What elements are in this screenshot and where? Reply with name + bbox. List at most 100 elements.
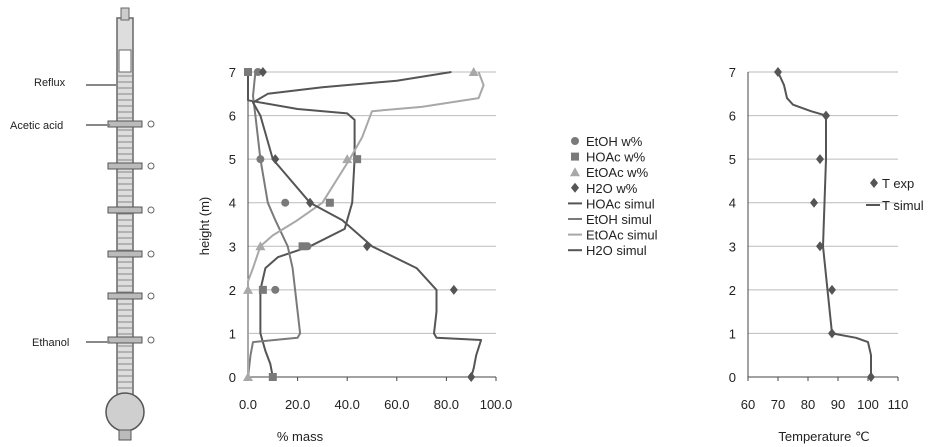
- reboiler-flask: [105, 392, 145, 432]
- legend-marker: [870, 178, 878, 188]
- data-point-etoh-w: [253, 68, 262, 76]
- composition-y-axis-label: height (m): [197, 197, 212, 256]
- data-point-h2o-w: [363, 241, 372, 252]
- temperature-x-tick-label: 70: [771, 397, 785, 412]
- sample-port: [147, 120, 155, 128]
- temperature-legend: T exp T simul: [866, 176, 924, 213]
- legend-entry: HOAc simul: [586, 196, 655, 211]
- composition-y-tick-label: 1: [229, 326, 236, 341]
- series-line-etoh-simul: [247, 71, 302, 378]
- reboiler-outlet: [118, 429, 132, 441]
- composition-y-tick-label: 4: [229, 196, 236, 211]
- composition-x-tick-label: 80.0: [434, 397, 459, 412]
- data-point-h2o-w: [271, 154, 280, 165]
- column-flange: [107, 206, 143, 214]
- reflux-head: [118, 49, 132, 73]
- data-point-h2o-w: [467, 372, 476, 382]
- data-point-etoh-w: [271, 285, 280, 294]
- data-point-hoac-w: [268, 373, 277, 381]
- temperature-y-ticks: 0 1 2 3 4 5 6 7: [729, 65, 736, 385]
- legend-marker: [570, 167, 580, 177]
- data-point-t-exp: [816, 154, 824, 165]
- data-point-h2o-w: [258, 67, 267, 77]
- temperature-y-tick-label: 1: [729, 326, 736, 341]
- data-point-t-exp: [828, 284, 836, 295]
- composition-measured-points: [243, 67, 479, 382]
- temperature-y-tick-label: 4: [729, 196, 736, 211]
- temperature-x-tick-label: 100: [857, 397, 879, 412]
- column-drawing: [86, 7, 155, 441]
- temperature-x-tick-label: 110: [888, 397, 909, 412]
- distillation-column-illustration: Reflux Acetic acid Ethanol: [10, 7, 155, 441]
- series-line-etoac-simul: [247, 71, 485, 377]
- legend-entry: H2O simul: [586, 243, 647, 258]
- composition-x-axis-label: % mass: [277, 429, 324, 444]
- temperature-y-tick-label: 0: [729, 370, 736, 385]
- legend-entry: H2O w%: [586, 181, 638, 196]
- legend-marker: [571, 137, 579, 145]
- column-flange: [107, 336, 143, 344]
- temperature-y-tick-label: 6: [729, 109, 736, 124]
- data-point-etoac-w: [342, 154, 353, 164]
- temperature-y-tick-label: 3: [729, 239, 736, 254]
- acetic-acid-label: Acetic acid: [10, 120, 63, 132]
- data-point-h2o-w: [306, 197, 314, 208]
- temperature-x-tick-label: 90: [831, 397, 845, 412]
- temperature-y-tick-label: 2: [729, 283, 736, 298]
- ethanol-label: Ethanol: [32, 337, 69, 349]
- composition-y-tick-label: 6: [229, 109, 236, 124]
- data-point-etoh-w: [281, 198, 290, 207]
- data-point-hoac-w: [258, 285, 267, 294]
- composition-y-ticks: 0 1 2 3 4 5 6 7: [229, 65, 236, 385]
- composition-x-tick-label: 100.0: [480, 397, 513, 412]
- temperature-y-tick-label: 5: [729, 152, 736, 167]
- column-flange: [107, 162, 143, 170]
- data-point-etoac-w: [468, 67, 479, 76]
- composition-x-tick-label: 0.0: [239, 397, 257, 412]
- series-line-h2o-simul: [252, 71, 483, 378]
- legend-entry: EtOH simul: [586, 212, 652, 227]
- sample-port: [147, 206, 155, 214]
- legend-entry: HOAc w%: [586, 150, 646, 165]
- column-flange: [107, 120, 143, 128]
- composition-y-tick-label: 0: [229, 370, 236, 385]
- data-point-etoac-w: [243, 284, 253, 294]
- composition-x-tick-label: 60.0: [384, 397, 409, 412]
- legend-entry: EtOH w%: [586, 134, 643, 149]
- series-line-t-simul: [777, 71, 872, 377]
- sample-port: [147, 250, 155, 258]
- data-point-t-exp: [774, 67, 782, 77]
- composition-gridlines: [248, 71, 496, 378]
- data-point-t-exp: [816, 241, 824, 252]
- legend-marker: [571, 152, 579, 161]
- legend-entry: EtOAc simul: [586, 228, 658, 243]
- temperature-y-tick-label: 7: [729, 65, 736, 80]
- temperature-simulation-line: [777, 71, 872, 377]
- reflux-label: Reflux: [34, 77, 66, 89]
- data-point-etoac-w: [255, 241, 266, 251]
- composition-simulation-lines: [247, 71, 485, 378]
- data-point-hoac-w: [244, 68, 252, 76]
- data-point-t-exp: [810, 197, 818, 208]
- column-flange: [107, 250, 143, 258]
- data-point-h2o-w: [449, 284, 458, 295]
- composition-x-tick-label: 40.0: [335, 397, 360, 412]
- sample-port: [147, 292, 155, 300]
- temperature-x-tick-label: 60: [741, 397, 755, 412]
- legend-marker: [571, 182, 579, 193]
- composition-x-ticks: 0.0 20.0 40.0 60.0 80.0 100.0: [239, 377, 512, 412]
- composition-y-tick-label: 5: [229, 152, 236, 167]
- sample-port: [147, 162, 155, 170]
- legend-entry: T simul: [882, 198, 924, 213]
- data-point-t-exp: [828, 328, 836, 339]
- data-point-t-exp: [822, 110, 830, 121]
- legend-entry: T exp: [882, 176, 914, 191]
- data-point-hoac-w: [298, 242, 307, 251]
- column-flange: [107, 292, 143, 300]
- temperature-x-tick-label: 80: [801, 397, 815, 412]
- composition-y-tick-label: 2: [229, 283, 236, 298]
- data-point-t-exp: [867, 372, 875, 382]
- composition-y-tick-label: 3: [229, 239, 236, 254]
- composition-axes: [247, 72, 496, 378]
